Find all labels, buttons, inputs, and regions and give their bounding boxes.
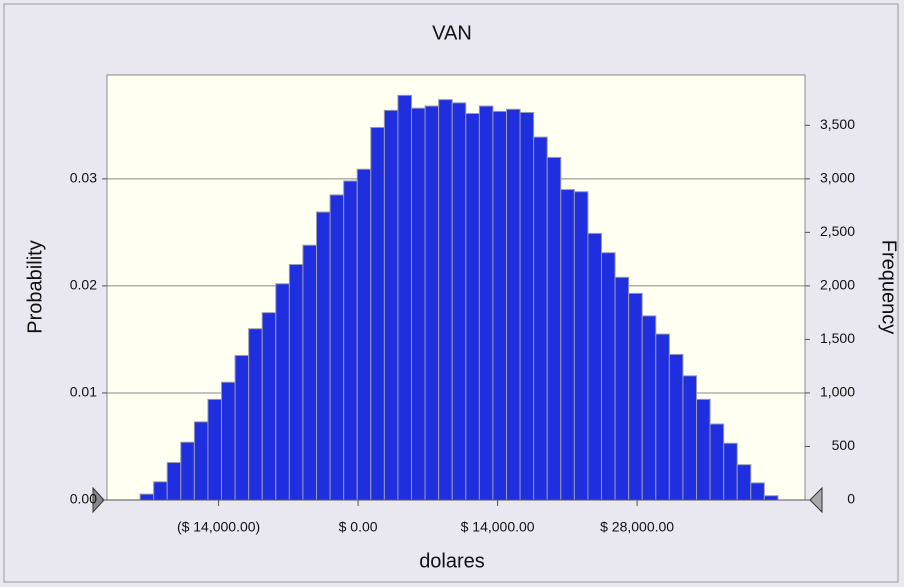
bar [655, 333, 670, 501]
bar [356, 168, 372, 501]
bar [641, 315, 657, 501]
x-tick-label: $ 28,000.00 [600, 519, 674, 535]
bar [383, 109, 399, 501]
bar [587, 232, 603, 501]
bar [343, 180, 358, 501]
chart-title: VAN [432, 22, 472, 44]
bar [207, 398, 223, 501]
right-slider[interactable] [809, 486, 823, 514]
bar [573, 191, 589, 501]
y2-tick-label: 1,000 [820, 384, 855, 400]
bar [696, 398, 711, 501]
bar [763, 495, 779, 501]
bar [221, 381, 236, 501]
bar [397, 94, 413, 501]
bar [193, 421, 209, 501]
y-tick-label: 0.00 [70, 491, 97, 507]
bar [601, 252, 616, 501]
bar [288, 263, 304, 501]
bar [438, 99, 453, 501]
bar [506, 108, 521, 501]
bar [736, 464, 752, 501]
bar [668, 353, 684, 501]
bar [465, 113, 480, 501]
bar [519, 111, 535, 501]
bar [166, 462, 182, 501]
bar [723, 442, 738, 501]
bar [451, 102, 467, 501]
bar [546, 156, 562, 501]
bar [492, 110, 508, 501]
bar [275, 283, 290, 501]
bar [153, 481, 168, 501]
bar [234, 354, 250, 501]
bar [533, 136, 548, 501]
y-tick-label: 0.02 [70, 277, 97, 293]
bar [709, 423, 725, 501]
y2-axis-label: Frequency [878, 240, 900, 335]
y2-tick-label: 2,500 [820, 223, 855, 239]
x-tick-label: ($ 14,000.00) [177, 519, 260, 535]
bar [682, 375, 698, 501]
y2-tick-label: 1,500 [820, 330, 855, 346]
x-tick-label: $ 0.00 [339, 519, 378, 535]
y2-tick-label: 3,000 [820, 170, 855, 186]
bar [248, 328, 263, 501]
bar [478, 105, 494, 501]
bar [560, 189, 575, 501]
bar [750, 482, 765, 501]
y2-tick-label: 0 [847, 491, 855, 507]
y-axis-label: Probability [24, 240, 46, 333]
bar [302, 244, 318, 501]
left-slider[interactable] [92, 486, 105, 514]
bar [614, 276, 630, 501]
bar [139, 493, 155, 501]
bar [370, 126, 385, 501]
bar [261, 312, 277, 501]
bar [411, 107, 426, 501]
x-tick-label: $ 14,000.00 [461, 519, 535, 535]
bar [628, 292, 643, 501]
y2-tick-label: 3,500 [820, 116, 855, 132]
y2-tick-label: 500 [832, 437, 856, 453]
bar [329, 194, 345, 501]
y-tick-label: 0.03 [70, 170, 97, 186]
y2-tick-label: 2,000 [820, 277, 855, 293]
bar [180, 441, 195, 501]
x-axis-label: dolares [419, 550, 485, 572]
bar [316, 211, 331, 501]
bar [424, 105, 440, 501]
y-tick-label: 0.01 [70, 384, 97, 400]
